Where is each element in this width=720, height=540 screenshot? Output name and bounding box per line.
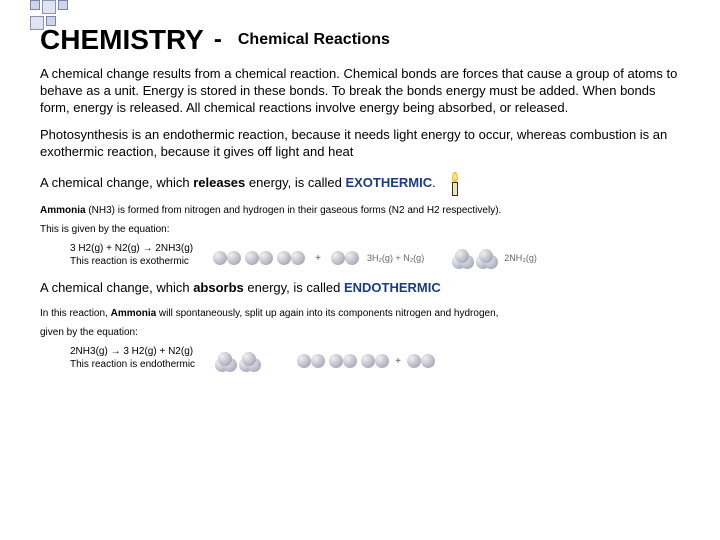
equation-row-1: 3 H2(g) + N2(g) → 2NH3(g) This reaction …	[40, 242, 688, 274]
intro-paragraph: A chemical change results from a chemica…	[40, 66, 688, 117]
ammonia-formation: Ammonia (NH3) is formed from nitrogen an…	[40, 204, 688, 217]
endothermic-term: ENDOTHERMIC	[344, 280, 441, 295]
exothermic-term: EXOTHERMIC	[345, 175, 432, 190]
exothermic-line: A chemical change, which releases energy…	[40, 170, 688, 196]
photosynthesis-paragraph: Photosynthesis is an endothermic reactio…	[40, 127, 688, 161]
exo-prefix: A chemical change, which	[40, 175, 193, 190]
ammonia-text: (NH3) is formed from nitrogen and hydrog…	[86, 205, 502, 216]
equation-row-2: 2NH3(g) → 3 H2(g) + N2(g) This reaction …	[40, 345, 688, 377]
eq2-formula: 2NH3(g) → 3 H2(g) + N2(g)	[70, 345, 195, 358]
exo-suffix: energy, is called	[245, 175, 345, 190]
given-by-1: This is given by the equation:	[40, 223, 688, 236]
eq1-formula: 3 H2(g) + N2(g) → 2NH3(g)	[70, 242, 193, 255]
split-label: Ammonia	[111, 308, 157, 319]
endothermic-line: A chemical change, which absorbs energy,…	[40, 280, 688, 297]
page-subtitle: Chemical Reactions	[238, 31, 390, 49]
title-dash: -	[214, 26, 222, 54]
molecule-diagram-2: +	[215, 352, 435, 370]
exo-dot: .	[432, 175, 436, 190]
candle-icon	[446, 170, 464, 196]
diag1-right-label: 2NH₃(g)	[504, 253, 537, 263]
given-by-2: given by the equation:	[40, 326, 688, 339]
ammonia-split: In this reaction, Ammonia will spontaneo…	[40, 307, 688, 320]
eq1-note: This reaction is exothermic	[70, 255, 193, 268]
ammonia-label: Ammonia	[40, 205, 86, 216]
endo-word: absorbs	[193, 280, 244, 295]
corner-decoration	[30, 0, 68, 30]
exo-word: releases	[193, 175, 245, 190]
diag1-left-label: 3H₂(g) + N₂(g)	[367, 253, 424, 263]
title-row: CHEMISTRY - Chemical Reactions	[40, 24, 688, 56]
endo-suffix: energy, is called	[244, 280, 344, 295]
eq1-block: 3 H2(g) + N2(g) → 2NH3(g) This reaction …	[70, 242, 193, 268]
slide-content: CHEMISTRY - Chemical Reactions A chemica…	[0, 0, 720, 393]
molecule-diagram-1: + 3H₂(g) + N₂(g) 2NH₃(g)	[213, 249, 537, 267]
endo-prefix: A chemical change, which	[40, 280, 193, 295]
eq2-block: 2NH3(g) → 3 H2(g) + N2(g) This reaction …	[70, 345, 195, 371]
split-text: will spontaneously, split up again into …	[156, 308, 498, 319]
split-prefix: In this reaction,	[40, 308, 111, 319]
eq2-note: This reaction is endothermic	[70, 358, 195, 371]
